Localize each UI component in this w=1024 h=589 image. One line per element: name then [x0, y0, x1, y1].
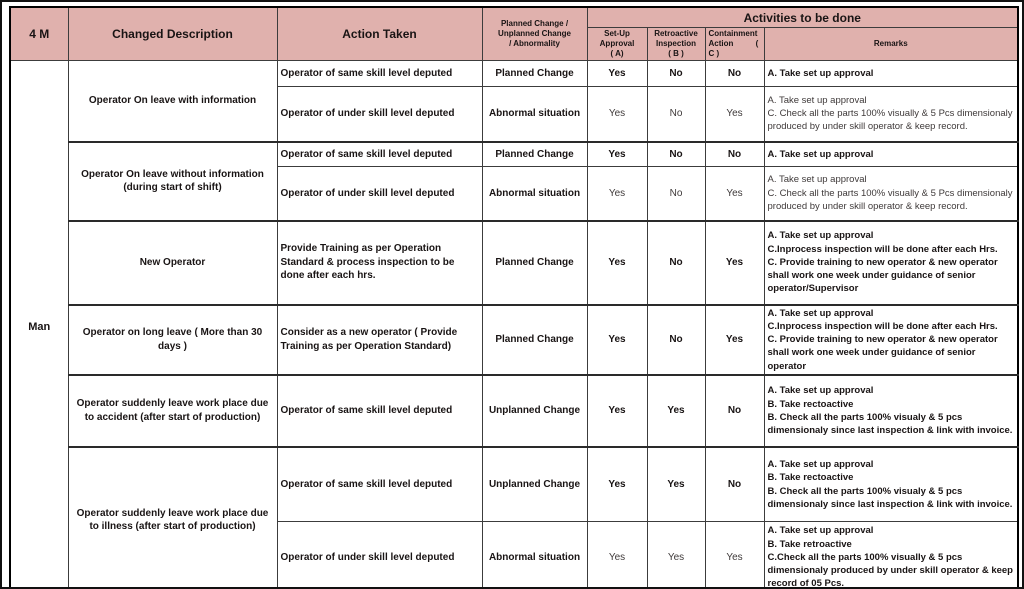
cell-setup-approval: Yes [586, 521, 648, 587]
cell-retroactive-inspection: No [646, 140, 706, 167]
cell-containment-action: No [704, 60, 765, 87]
cell-setup-approval: Yes [586, 219, 648, 305]
cell-remarks: A. Take set up approval [763, 60, 1019, 87]
table-row: Operator of under skill level deputed Ab… [10, 521, 1019, 587]
cell-containment-action: No [704, 445, 765, 523]
table-row: Operator On leave without information (d… [10, 140, 1019, 221]
header-remarks: Remarks [763, 27, 1019, 61]
cell-retroactive-inspection: No [646, 60, 706, 87]
cell-containment-action: No [704, 373, 765, 448]
cell-remarks: A. Take set up approval C.Inprocess insp… [763, 219, 1019, 305]
cell-setup-approval: Yes [586, 373, 648, 448]
table-row: Operator of under skill level deputed Ab… [10, 166, 1019, 221]
header-row-top: 4 M Changed Description Action Taken Pla… [9, 6, 1019, 61]
header-activities: Activities to be done [586, 6, 1019, 28]
cell-changed-description: New Operator [67, 219, 278, 305]
cell-remarks: A. Take set up approval C. Check all the… [763, 86, 1019, 142]
table-row: New Operator Provide Training as per Ope… [10, 219, 1019, 305]
cell-containment-action: Yes [704, 521, 765, 587]
cell-remarks: A. Take set up approval B. Take retroact… [763, 521, 1019, 587]
cell-changed-description: Operator suddenly leave work place due t… [67, 373, 278, 448]
cell-changed-description: Operator on long leave ( More than 30 da… [67, 303, 278, 376]
table-row: Operator on long leave ( More than 30 da… [10, 303, 1019, 376]
cell-action-taken: Operator of same skill level deputed [276, 373, 483, 448]
cell-action-taken: Operator of under skill level deputed [276, 166, 483, 221]
header-4m: 4 M [9, 6, 69, 61]
header-containment-action: Containment Action ( C ) [704, 27, 765, 61]
cell-changed-description: Operator On leave with information [67, 60, 278, 142]
cell-retroactive-inspection: Yes [646, 373, 706, 448]
cell-containment-action: No [704, 140, 765, 167]
cell-remarks: A. Take set up approval [763, 140, 1019, 167]
cell-containment-action: Yes [704, 86, 765, 142]
cell-action-taken: Operator of same skill level deputed [276, 60, 483, 87]
cell-retroactive-inspection: Yes [646, 445, 706, 523]
change-management-table: 4 M Changed Description Action Taken Pla… [9, 6, 1020, 587]
table-row: Operator of under skill level deputed Ab… [10, 86, 1019, 142]
header-setup-approval: Set-Up Approval ( A) [586, 27, 648, 61]
cell-change-type: Planned Change [481, 60, 588, 87]
header-change-type: Planned Change / Unplanned Change / Abno… [481, 6, 588, 61]
cell-containment-action: Yes [704, 166, 765, 221]
cell-remarks: A. Take set up approval B. Take rectoact… [763, 445, 1019, 523]
cell-change-type: Abnormal situation [481, 521, 588, 587]
cell-4m-category: Man [9, 59, 69, 587]
cell-action-taken: Operator of same skill level deputed [276, 445, 483, 523]
cell-setup-approval: Yes [586, 445, 648, 523]
cell-retroactive-inspection: No [646, 166, 706, 221]
header-action-taken: Action Taken [276, 6, 483, 61]
cell-retroactive-inspection: No [646, 86, 706, 142]
cell-setup-approval: Yes [586, 166, 648, 221]
cell-changed-description: Operator On leave without information (d… [67, 140, 278, 221]
table-row: Operator suddenly leave work place due t… [10, 373, 1019, 448]
table-row: Operator suddenly leave work place due t… [10, 445, 1019, 587]
cell-setup-approval: Yes [586, 303, 648, 376]
cell-change-type: Planned Change [481, 140, 588, 167]
header-retroactive-inspection: Retroactive Inspection ( B ) [646, 27, 706, 61]
cell-action-taken: Operator of under skill level deputed [276, 86, 483, 142]
cell-remarks: A. Take set up approval C.Inprocess insp… [763, 303, 1019, 376]
cell-change-type: Planned Change [481, 303, 588, 376]
cell-retroactive-inspection: No [646, 219, 706, 305]
cell-action-taken: Operator of same skill level deputed [276, 140, 483, 167]
cell-change-type: Unplanned Change [481, 445, 588, 523]
cell-setup-approval: Yes [586, 86, 648, 142]
cell-action-taken: Operator of under skill level deputed [276, 521, 483, 587]
cell-changed-description: Operator suddenly leave work place due t… [67, 445, 278, 587]
header-changed-description: Changed Description [67, 6, 278, 61]
table-row: Man Operator On leave with information O… [9, 59, 1019, 587]
cell-change-type: Abnormal situation [481, 166, 588, 221]
cell-retroactive-inspection: No [646, 303, 706, 376]
cell-containment-action: Yes [704, 303, 765, 376]
cell-remarks: A. Take set up approval C. Check all the… [763, 166, 1019, 221]
cell-change-type: Abnormal situation [481, 86, 588, 142]
cell-action-taken: Consider as a new operator ( Provide Tra… [276, 303, 483, 376]
cell-remarks: A. Take set up approval B. Take rectoact… [763, 373, 1019, 448]
cell-action-taken: Provide Training as per Operation Standa… [276, 219, 483, 305]
cell-change-type: Planned Change [481, 219, 588, 305]
cell-setup-approval: Yes [586, 60, 648, 87]
cell-retroactive-inspection: Yes [646, 521, 706, 587]
cell-change-type: Unplanned Change [481, 373, 588, 448]
cell-setup-approval: Yes [586, 140, 648, 167]
cell-containment-action: Yes [704, 219, 765, 305]
